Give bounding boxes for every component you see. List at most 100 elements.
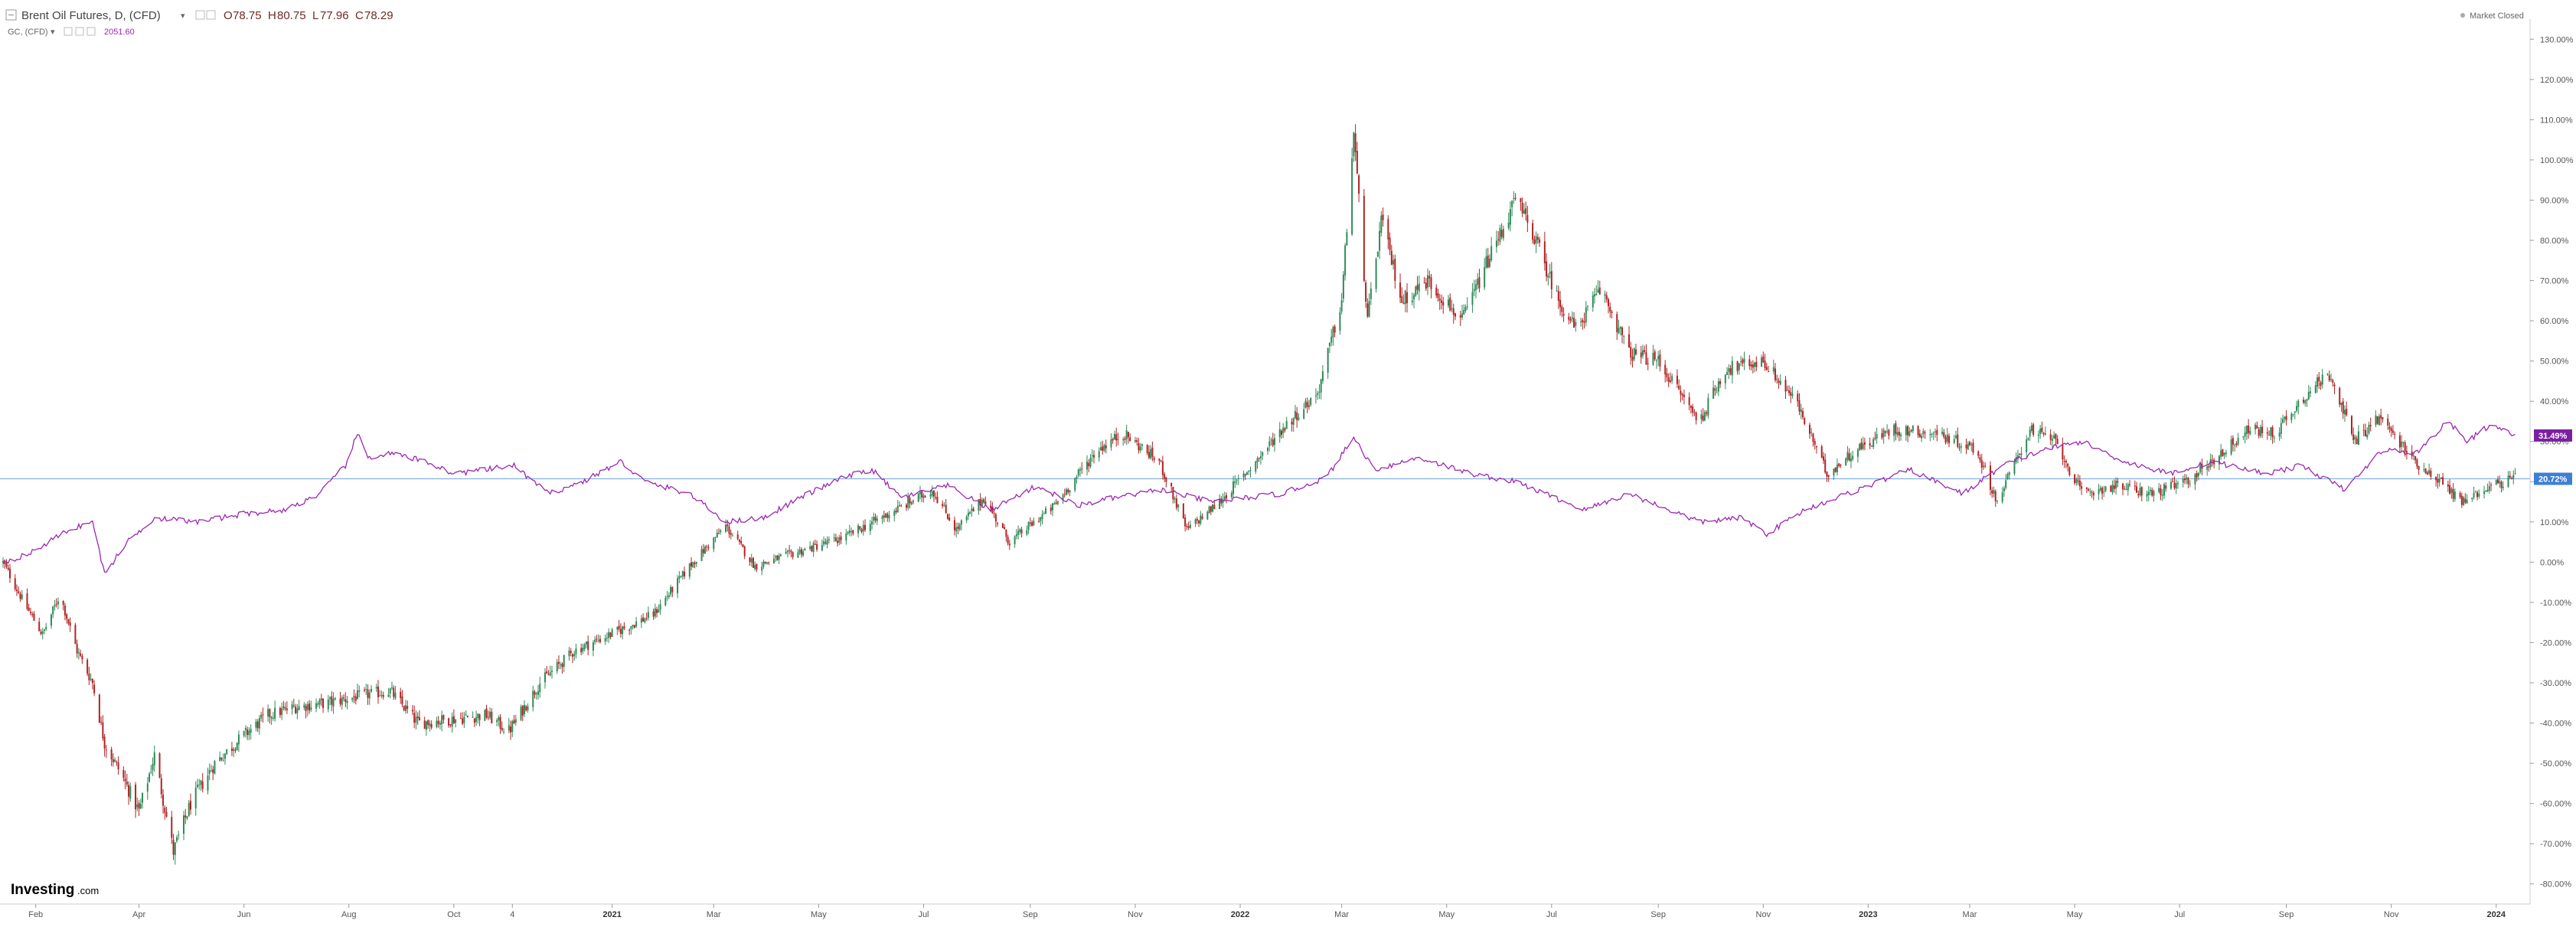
candle-body [1597,289,1599,293]
candle-body [764,561,766,563]
comp-symbol-dropdown-icon[interactable]: ▾ [51,28,55,37]
candle-body [1810,432,1813,433]
candle-body [1088,462,1090,467]
candle-body [2303,400,2305,403]
candle-body [1740,361,1742,363]
candle-body [1502,229,1504,239]
candle-body [291,703,293,710]
candle-body [124,778,126,782]
settings-square-icon[interactable] [195,10,205,20]
candle-body [1004,527,1006,530]
y-tick-label: 40.00% [2540,397,2569,406]
candle-body [1888,429,1890,436]
candle-body [448,718,450,726]
candle-body [2165,485,2167,489]
candle-body [1634,349,1637,354]
candle-body [1585,307,1587,323]
candle-body [2497,479,2499,483]
candle-body [2062,444,2064,460]
candle-body [953,520,955,530]
candle-body [1248,470,1250,472]
candle-body [1943,432,1945,438]
candle-body [1291,421,1293,425]
candle-body [306,704,309,710]
candle-body [628,629,631,631]
price-badges: 31.49% 20.72% [2534,429,2572,485]
main-symbol-dropdown-icon[interactable]: ▾ [181,11,185,21]
main-symbol-label[interactable]: Brent Oil Futures, D, (CFD) [21,9,161,22]
candle-body [1608,299,1610,307]
candle-body [1666,373,1668,377]
candle-body [2392,430,2394,433]
candle-body [1955,436,1957,439]
candle-body [45,627,47,630]
candle-body [1587,305,1589,307]
candle-body [1714,388,1716,391]
candle-body [2078,480,2081,487]
candle-body [677,578,679,594]
candle-body [972,508,975,512]
candle-body [1292,417,1295,425]
candle-body [2339,387,2341,405]
candle-body [571,654,573,657]
candle-body [462,718,464,724]
candle-body [270,716,273,719]
close-square-icon-2[interactable] [87,27,96,36]
candle-body [652,611,655,617]
candle-body [2424,468,2427,474]
candle-body [477,713,479,719]
candle-body [544,672,546,683]
candle-body [2368,424,2370,434]
candle-body [508,725,510,731]
candle-body [1196,518,1198,521]
settings-square-icon-2[interactable] [75,27,84,36]
candle-body [971,508,973,511]
candle-body [1862,443,1864,449]
candle-body [534,691,536,695]
candle-body [2259,426,2261,436]
candle-body [309,703,311,711]
candle-body [510,726,512,733]
candle-body [1761,357,1763,367]
candle-body [1965,444,1967,449]
candle-body [2423,469,2425,471]
candle-body [40,632,42,635]
candle-body [2218,455,2220,465]
candle-body [2450,488,2453,493]
candle-body [1454,313,1456,317]
candle-body [406,706,409,710]
comp-symbol-label[interactable]: GC, (CFD) [8,28,48,37]
candle-body [2213,459,2215,465]
candle-body [1050,508,1052,511]
candle-body [1266,447,1268,452]
candle-body [189,801,191,810]
candle-body [413,713,416,723]
candle-body [524,704,526,714]
candle-body [2350,416,2352,434]
candle-body [19,593,21,599]
candle-body [332,698,335,707]
minus-square-icon[interactable] [5,9,17,21]
close-square-icon[interactable] [206,10,216,20]
x-axis[interactable]: Feb Apr Jun Aug Oct 4 2021 Mar May Jul Sep Nov 2022 M… [28,904,2506,919]
candle-body [563,654,565,667]
candle-body [2125,488,2127,490]
candle-body [465,714,467,716]
candle-body [2030,425,2032,431]
candle-body [895,511,897,513]
candle-body [692,562,694,568]
candle-body [62,600,64,605]
candle-body [2352,434,2355,441]
candle-body [921,491,923,498]
candle-body [1318,391,1321,393]
candle-body [2026,439,2028,452]
candle-body [1314,395,1317,397]
eye-square-icon[interactable] [64,27,73,36]
candle-body [2019,454,2021,455]
candle-body [2254,424,2257,429]
candle-body [2382,417,2384,420]
candle-body [525,706,527,710]
candle-body [174,842,176,856]
